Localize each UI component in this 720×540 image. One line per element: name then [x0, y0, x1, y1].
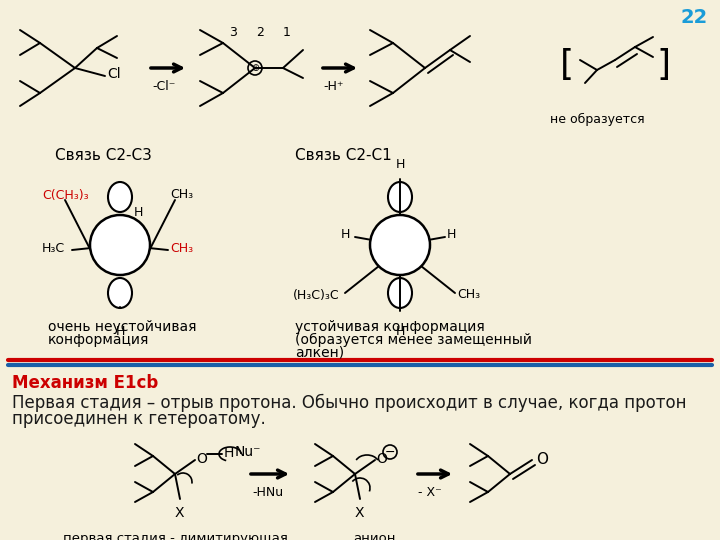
Text: -Cl⁻: -Cl⁻	[152, 80, 176, 93]
Text: -HNu: -HNu	[252, 486, 283, 499]
Circle shape	[370, 215, 430, 275]
Text: O: O	[196, 452, 207, 466]
Ellipse shape	[108, 182, 132, 212]
Text: H: H	[447, 228, 456, 241]
Text: O: O	[536, 453, 548, 468]
Text: анион: анион	[354, 532, 396, 540]
Text: (образуется менее замещенный: (образуется менее замещенный	[295, 333, 532, 347]
Text: Связь C2-C1: Связь C2-C1	[295, 148, 392, 163]
Text: H: H	[395, 159, 405, 172]
Text: CH₃: CH₃	[170, 242, 193, 255]
Text: CH₃: CH₃	[170, 188, 193, 201]
Text: −: −	[384, 446, 395, 458]
Circle shape	[90, 215, 150, 275]
Ellipse shape	[388, 278, 412, 308]
Text: не образуется: не образуется	[549, 113, 644, 126]
Text: ⊕: ⊕	[251, 63, 259, 73]
Text: H: H	[115, 325, 125, 338]
Text: 22: 22	[680, 8, 708, 27]
Text: H: H	[341, 228, 350, 241]
Text: 2: 2	[256, 26, 264, 39]
Text: присоединен к гетероатому.: присоединен к гетероатому.	[12, 410, 266, 428]
Text: Cl: Cl	[107, 67, 121, 81]
Text: ]: ]	[656, 48, 670, 82]
Text: первая стадия - лимитирующая: первая стадия - лимитирующая	[63, 532, 287, 540]
Text: X: X	[174, 506, 184, 520]
Text: H: H	[395, 325, 405, 338]
Text: CH₃: CH₃	[457, 288, 480, 301]
Text: H₃C: H₃C	[42, 242, 65, 255]
Text: X: X	[354, 506, 364, 520]
Text: (H₃C)₃C: (H₃C)₃C	[293, 288, 340, 301]
Text: очень неустойчивая: очень неустойчивая	[48, 320, 197, 334]
Text: 3: 3	[229, 26, 237, 39]
Text: алкен): алкен)	[295, 346, 344, 360]
Text: 1: 1	[283, 26, 291, 39]
Text: Связь C2-C3: Связь C2-C3	[55, 148, 152, 163]
Ellipse shape	[108, 278, 132, 308]
Text: - X⁻: - X⁻	[418, 486, 442, 499]
Text: -H⁺: -H⁺	[323, 80, 343, 93]
Text: O: O	[376, 452, 387, 466]
Text: Первая стадия – отрыв протона. Обычно происходит в случае, когда протон: Первая стадия – отрыв протона. Обычно пр…	[12, 394, 686, 412]
Text: H: H	[134, 206, 143, 219]
Text: Механизм E1cb: Механизм E1cb	[12, 374, 158, 392]
Text: устойчивая конформация: устойчивая конформация	[295, 320, 485, 334]
Ellipse shape	[388, 182, 412, 212]
Text: C(CH₃)₃: C(CH₃)₃	[42, 188, 89, 201]
Text: [: [	[560, 48, 574, 82]
Text: Nu⁻: Nu⁻	[235, 445, 261, 459]
Text: конформация: конформация	[48, 333, 149, 347]
Text: H: H	[224, 446, 235, 460]
